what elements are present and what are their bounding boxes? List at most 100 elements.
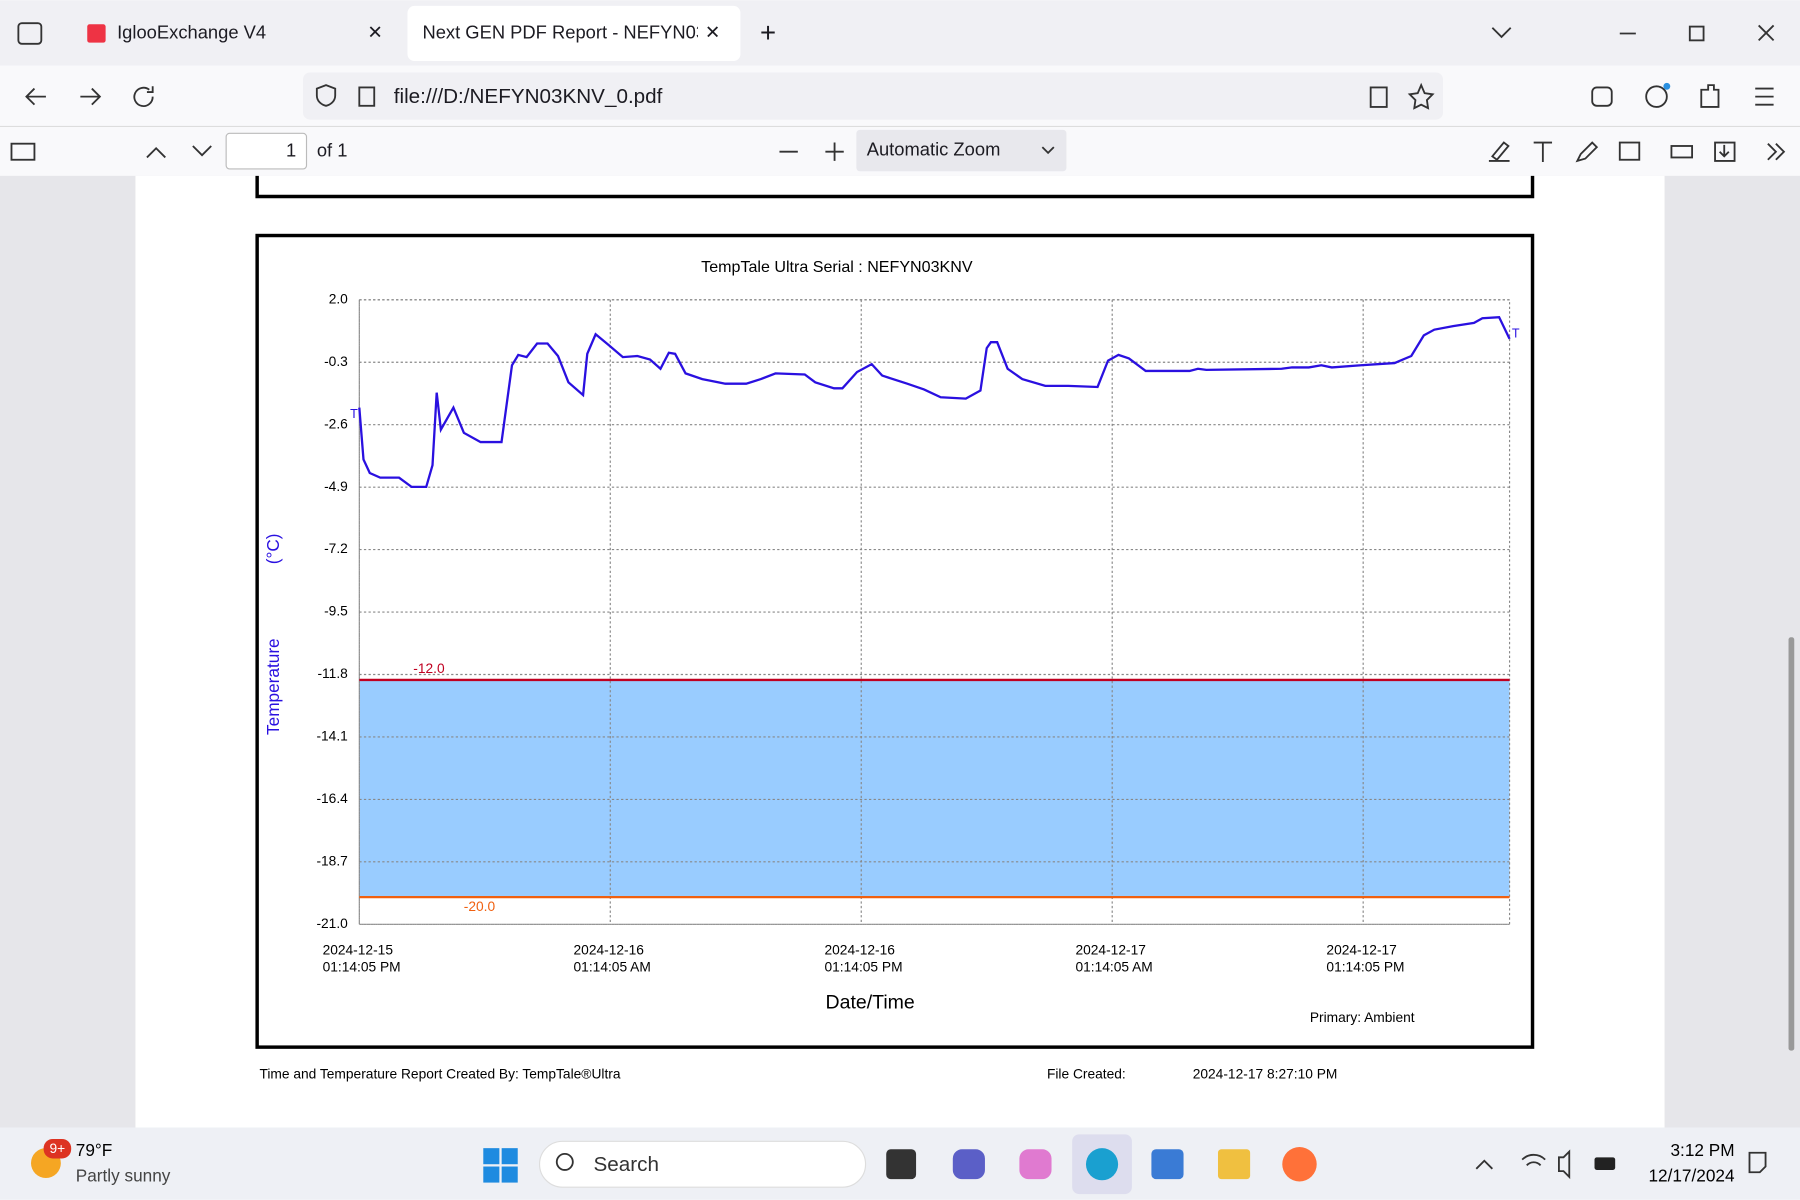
page-input[interactable] xyxy=(225,132,308,170)
draw[interactable] xyxy=(1575,141,1599,163)
tab-title[interactable]: Next GEN PDF Report - NEFYN03KN xyxy=(422,21,731,42)
pocket[interactable] xyxy=(1591,86,1613,107)
url-bar[interactable] xyxy=(303,72,1443,120)
page-number[interactable]: 1 xyxy=(286,140,296,161)
y-tick-label: -14.1 xyxy=(316,729,347,744)
app-icon[interactable] xyxy=(886,1149,917,1180)
tab-title[interactable]: IglooExchange V4 xyxy=(117,21,266,42)
x-tick-label: 01:14:05 AM xyxy=(1075,960,1152,975)
menu[interactable] xyxy=(1755,87,1774,106)
primary-note: Primary: Ambient xyxy=(1310,1010,1415,1025)
next-page[interactable] xyxy=(192,145,212,157)
close-window[interactable] xyxy=(1758,24,1775,42)
y-tick-label: -2.6 xyxy=(324,416,348,431)
notifications[interactable] xyxy=(1748,1151,1767,1174)
x-axis-label: Date/Time xyxy=(826,992,915,1014)
app-icon[interactable] xyxy=(1019,1149,1052,1180)
scrollbar[interactable] xyxy=(1788,637,1795,1051)
y-tick-label: 2.0 xyxy=(329,291,348,306)
tab-fade xyxy=(697,13,737,53)
zoom-arrow xyxy=(1041,146,1055,155)
highlight[interactable] xyxy=(1488,141,1510,162)
extensions[interactable] xyxy=(1700,84,1720,108)
tab-strip xyxy=(0,0,1800,66)
y-axis-label: Temperature xyxy=(263,638,283,735)
more-tools[interactable] xyxy=(1767,143,1786,161)
temperature[interactable]: 79°F xyxy=(76,1140,113,1160)
save[interactable] xyxy=(1714,141,1736,162)
new-tab[interactable]: + xyxy=(760,17,776,48)
x-tick-label: 01:14:05 AM xyxy=(574,960,651,975)
app-icon[interactable] xyxy=(1217,1149,1251,1180)
badge xyxy=(43,1138,72,1159)
chart-box xyxy=(255,233,1535,1049)
tray-expand[interactable] xyxy=(1475,1159,1493,1170)
x-tick-label: 2024-12-15 xyxy=(323,942,394,957)
zoom-in[interactable] xyxy=(825,142,844,161)
end-marker: T xyxy=(1512,327,1520,341)
weather[interactable]: Partly sunny xyxy=(76,1165,171,1185)
x-tick-label: 2024-12-17 xyxy=(1075,942,1145,957)
prev-page[interactable] xyxy=(146,146,166,159)
y-tick-label: -11.8 xyxy=(317,666,348,681)
account-dot xyxy=(1663,82,1671,90)
image-tool[interactable] xyxy=(1618,141,1641,161)
volume[interactable] xyxy=(1558,1149,1571,1180)
y-tick-label: -0.3 xyxy=(324,354,348,369)
account[interactable] xyxy=(1645,85,1668,108)
active-tab[interactable] xyxy=(407,5,741,62)
limit-band xyxy=(359,679,1510,898)
search-icon xyxy=(555,1152,574,1171)
reader[interactable] xyxy=(1369,86,1388,108)
page-count: of 1 xyxy=(317,140,348,161)
footer-file-created: 2024-12-17 8:27:10 PM xyxy=(1193,1066,1338,1081)
tab-close[interactable]: ✕ xyxy=(367,21,382,42)
badge-text: 9+ xyxy=(50,1141,66,1156)
back[interactable] xyxy=(25,87,46,106)
y-tick-label: -4.9 xyxy=(324,479,348,494)
reload[interactable] xyxy=(133,86,154,107)
clock-time[interactable]: 3:12 PM xyxy=(1670,1140,1734,1160)
y-tick-label: -18.7 xyxy=(316,853,347,868)
bookmark[interactable] xyxy=(1407,82,1435,110)
battery[interactable] xyxy=(1594,1157,1616,1170)
tab-close[interactable]: ✕ xyxy=(705,21,720,42)
file-icon xyxy=(358,86,376,107)
y-tick-label: -16.4 xyxy=(316,791,348,806)
app-icon[interactable] xyxy=(952,1149,985,1180)
y-tick-label: -7.2 xyxy=(324,541,348,556)
x-tick-label: 01:14:05 PM xyxy=(825,960,903,975)
restore[interactable] xyxy=(1688,25,1705,42)
y-axis-unit: (°C) xyxy=(263,534,283,565)
search-text[interactable]: Search xyxy=(593,1153,658,1176)
tab-menu[interactable] xyxy=(1491,27,1512,39)
shield[interactable] xyxy=(315,84,337,107)
zoom-select[interactable] xyxy=(856,129,1067,172)
wifi[interactable] xyxy=(1521,1153,1546,1167)
previous-box xyxy=(255,175,1535,199)
tab-favicon xyxy=(87,24,106,43)
start[interactable] xyxy=(483,1148,518,1183)
start-marker: T xyxy=(350,407,358,421)
footer-file-label: File Created: xyxy=(1047,1066,1126,1081)
x-tick-label: 2024-12-16 xyxy=(825,942,896,957)
app-icon[interactable] xyxy=(1085,1148,1119,1181)
limit-label: -12.0 xyxy=(413,661,445,676)
limit-label: -20.0 xyxy=(464,899,496,914)
x-tick-label: 01:14:05 PM xyxy=(323,960,401,975)
x-tick-label: 01:14:05 PM xyxy=(1326,960,1404,975)
clock-date[interactable]: 12/17/2024 xyxy=(1648,1165,1735,1185)
tab-list-icon[interactable] xyxy=(17,22,43,45)
text-tool[interactable] xyxy=(1533,141,1553,163)
y-tick-label: -21.0 xyxy=(316,916,348,931)
forward[interactable] xyxy=(80,87,102,106)
app-icon[interactable] xyxy=(1282,1147,1317,1182)
url[interactable]: file:///D:/NEFYN03KNV_0.pdf xyxy=(394,85,663,108)
zoom-value[interactable]: Automatic Zoom xyxy=(867,138,1001,159)
sidebar-toggle[interactable] xyxy=(10,142,36,161)
app-icon[interactable] xyxy=(1151,1149,1184,1180)
print[interactable] xyxy=(1670,145,1694,159)
search-box[interactable] xyxy=(538,1140,867,1188)
